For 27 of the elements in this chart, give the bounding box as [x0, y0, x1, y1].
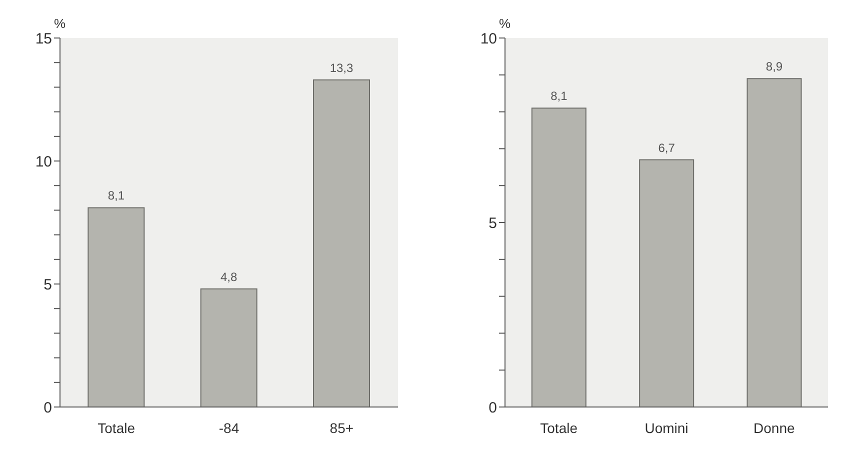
y-tick-label: 5	[488, 214, 497, 232]
x-tick-label: 85+	[330, 420, 354, 436]
x-tick-label: Totale	[98, 420, 136, 436]
y-tick-label: 15	[35, 30, 52, 48]
y-axis-title: %	[499, 16, 511, 31]
y-tick-label: 10	[480, 30, 497, 48]
data-label: 8,1	[550, 89, 568, 104]
data-label: 8,1	[108, 188, 125, 203]
bar	[88, 207, 145, 407]
y-tick-label: 5	[44, 276, 52, 294]
x-tick-label: -84	[218, 420, 240, 436]
data-label: 4,8	[220, 270, 238, 284]
x-tick-label: Uomini	[644, 420, 688, 436]
y-tick-label: 0	[488, 399, 497, 416]
bar	[200, 288, 258, 407]
bar	[313, 79, 370, 407]
data-label: 13,3	[330, 60, 354, 75]
x-tick-label: Totale	[540, 420, 578, 436]
data-label: 6,7	[658, 140, 676, 155]
y-tick-label: 10	[35, 153, 52, 170]
y-axis-title: %	[54, 16, 66, 31]
x-tick-label: Donne	[754, 420, 796, 436]
bar	[639, 159, 694, 407]
bar	[531, 108, 586, 407]
y-tick-label: 0	[44, 399, 52, 416]
bar	[746, 78, 802, 407]
data-label: 8,9	[766, 60, 783, 74]
